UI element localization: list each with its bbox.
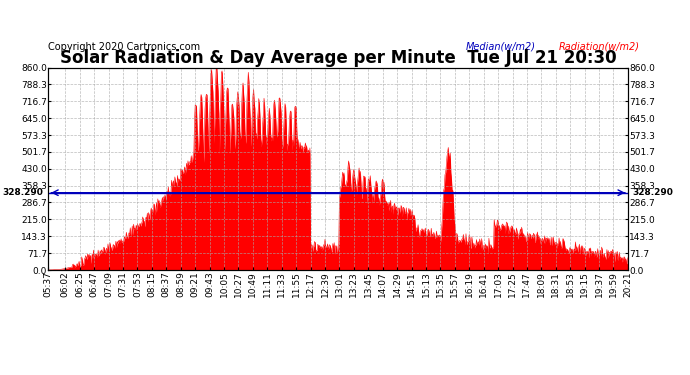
Text: Median(w/m2): Median(w/m2) — [466, 41, 535, 51]
Text: 328.290: 328.290 — [633, 188, 673, 197]
Text: Copyright 2020 Cartronics.com: Copyright 2020 Cartronics.com — [48, 42, 200, 52]
Title: Solar Radiation & Day Average per Minute  Tue Jul 21 20:30: Solar Radiation & Day Average per Minute… — [60, 50, 616, 68]
Text: Radiation(w/m2): Radiation(w/m2) — [558, 41, 640, 51]
Text: 328.290: 328.290 — [3, 188, 43, 197]
